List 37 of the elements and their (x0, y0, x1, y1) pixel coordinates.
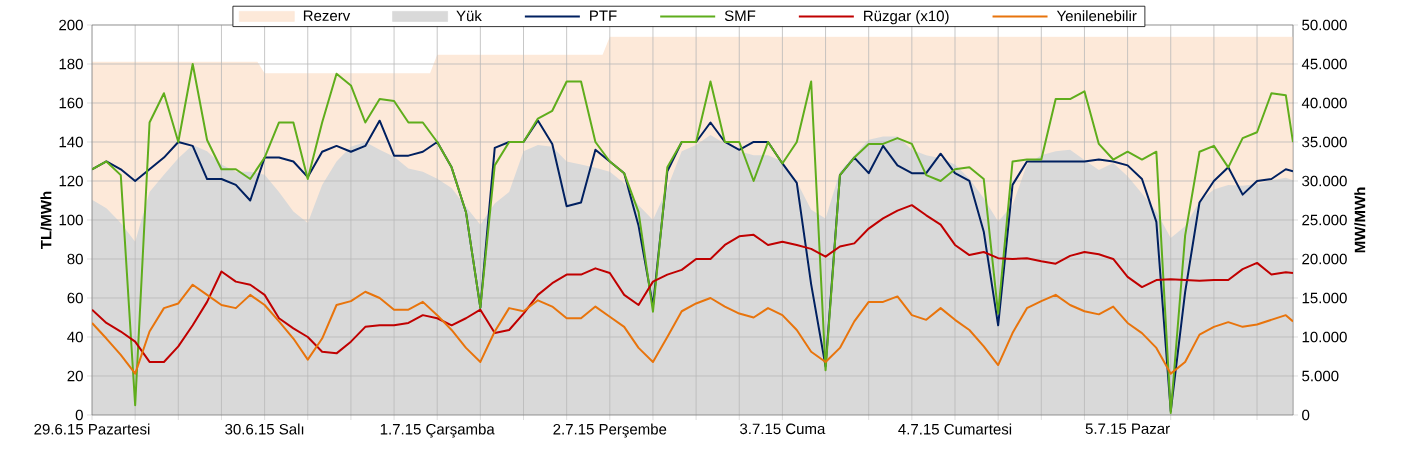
y2-tick-label: 0 (1302, 409, 1310, 421)
legend-label: PTF (590, 10, 617, 21)
y-tick-label: 20 (67, 370, 83, 382)
y-tick-label: 0 (75, 409, 83, 421)
y2-tick-label: 25.000 (1302, 214, 1347, 226)
y-tick-label: 40 (67, 331, 83, 343)
y-tick-label: 140 (59, 136, 83, 148)
y2-tick-label: 50.000 (1302, 19, 1347, 31)
y2-tick-label: 45.000 (1301, 58, 1347, 70)
y2-tick-label: 15.000 (1302, 292, 1347, 304)
y2-tick-label: 20.000 (1302, 253, 1347, 265)
y-axis-title: TL/MWh (40, 191, 52, 249)
y2-tick-label: 10.000 (1302, 331, 1347, 343)
y-tick-label: 60 (67, 292, 83, 304)
y-tick-label: 80 (67, 253, 83, 265)
y2-tick-label: 40.000 (1301, 97, 1347, 109)
legend-label: Yenilenebilir (1056, 10, 1137, 22)
x-tick-label: 29.6.15 Pazartesi (34, 423, 150, 435)
x-tick-label: 4.7.15 Cumartesi (898, 423, 1012, 435)
legend-label: Yük (456, 10, 482, 22)
x-tick-label: 30.6.15 Salı (225, 423, 304, 435)
y2-tick-label: 35.000 (1302, 136, 1347, 148)
legend-label: Rezerv (303, 10, 351, 21)
y-tick-label: 200 (59, 19, 83, 31)
y-tick-label: 180 (59, 58, 83, 70)
y2-axis-title: MW/MWh (1354, 187, 1366, 253)
x-tick-label: 2.7.15 Perşembe (553, 423, 667, 438)
y2-tick-label: 5.000 (1302, 370, 1339, 382)
x-tick-label: 3.7.15 Cuma (740, 423, 826, 435)
legend-label: SMF (724, 10, 756, 22)
y2-tick-label: 30.000 (1302, 175, 1347, 187)
y-tick-label: 160 (59, 97, 83, 109)
x-tick-label: 1.7.15 Çarşamba (380, 423, 495, 438)
y-tick-label: 120 (59, 175, 83, 187)
x-tick-label: 5.7.15 Pazar (1085, 423, 1170, 434)
y-tick-label: 100 (59, 214, 83, 226)
legend-label: Rüzgar (x10) (864, 10, 949, 25)
